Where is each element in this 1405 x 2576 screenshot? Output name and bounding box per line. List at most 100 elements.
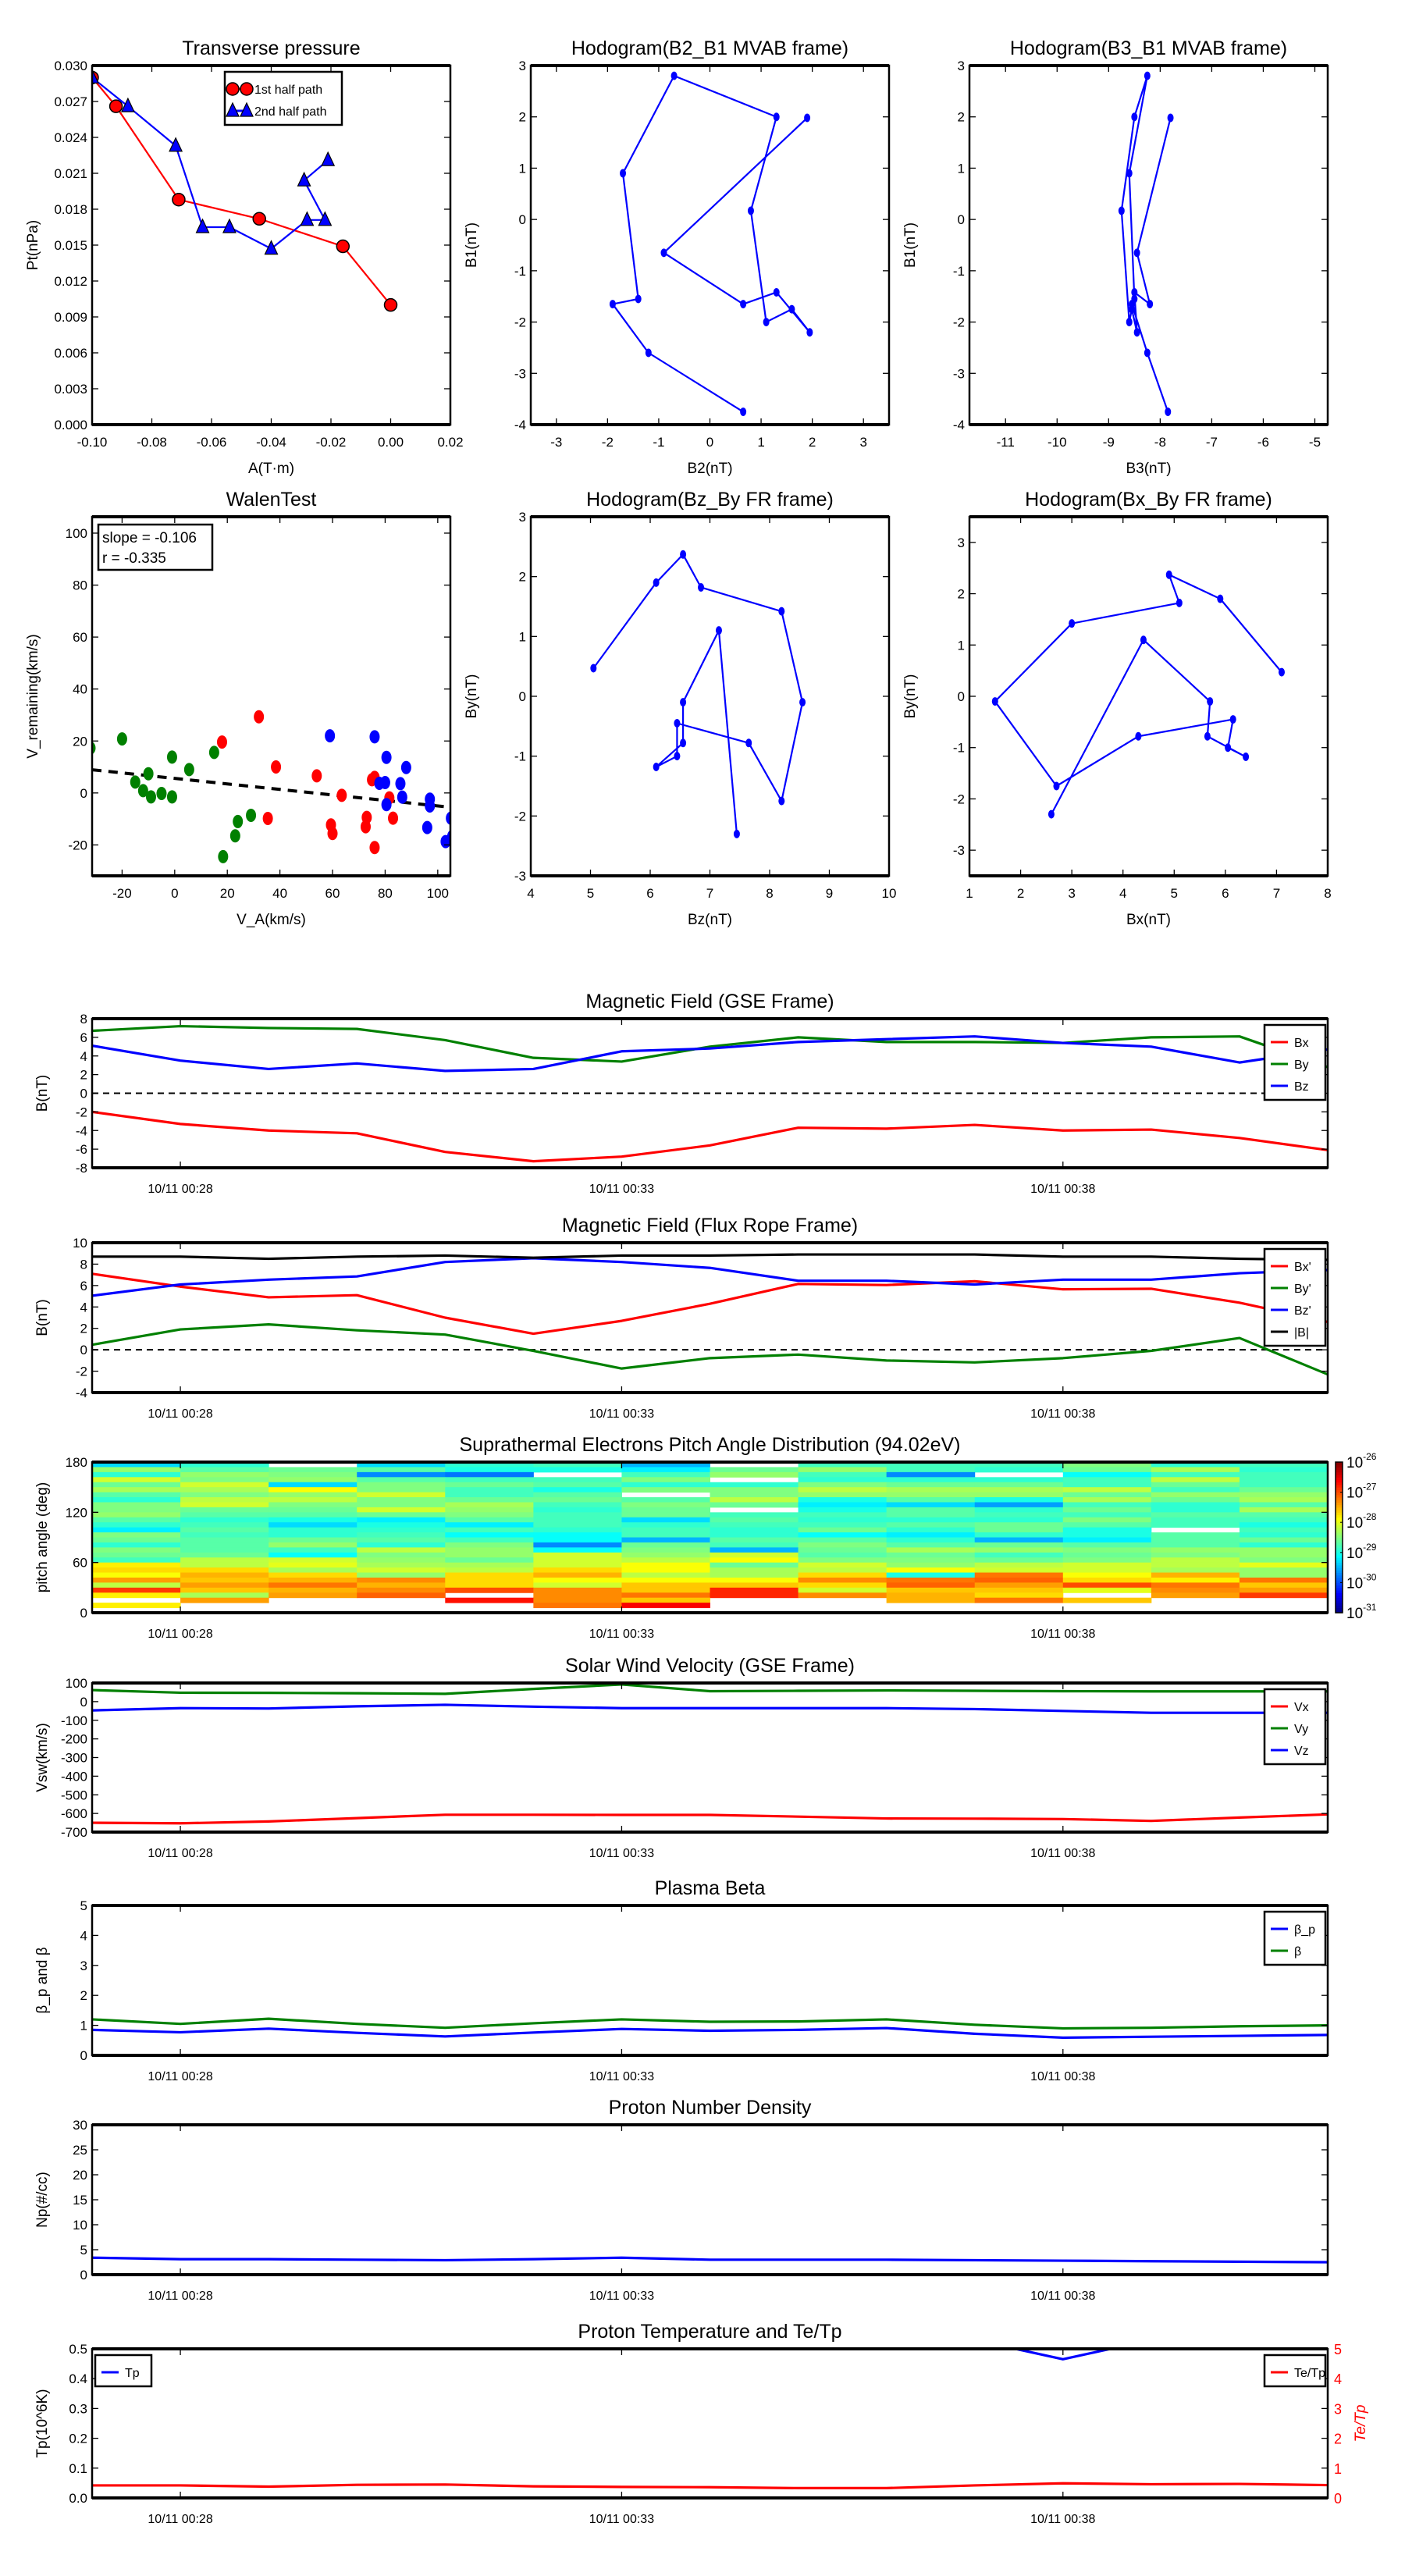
y-tick-label: 2 xyxy=(958,587,965,602)
legend-entry-bz: Bz' xyxy=(1271,1304,1311,1318)
x-tick-label: 6 xyxy=(1222,886,1229,901)
correlation-text: r = -0.335 xyxy=(102,550,166,567)
heatmap-cell xyxy=(1151,1482,1240,1488)
chart-title: WalenTest xyxy=(226,489,317,511)
heatmap-cell xyxy=(974,1522,1064,1528)
heatmap-cell xyxy=(1239,1562,1328,1568)
heatmap-cell xyxy=(533,1527,622,1533)
chart-suprathermal-electrons-pitch-angle-distribution-94-02ev: 10-26 10-27 10-28 10-29 10-30 10-31 10/11 00:2… xyxy=(34,1434,1377,1641)
y-tick-label: 3 xyxy=(958,59,965,73)
heatmap-cell xyxy=(357,1507,446,1513)
heatmap-cell xyxy=(886,1567,976,1574)
series-by-1 xyxy=(92,1024,1328,1069)
heatmap-cell xyxy=(269,1471,357,1478)
heatmap-cell xyxy=(621,1471,710,1478)
y-tick-label: 8 xyxy=(80,1012,87,1026)
x-tick-label: 10/11 00:38 xyxy=(1030,2070,1095,2083)
heatmap-cell xyxy=(180,1467,269,1473)
heatmap-cell xyxy=(357,1577,446,1583)
y-tick-label: 4 xyxy=(80,1928,87,1943)
triangle-marker xyxy=(240,101,254,117)
heatmap-cell xyxy=(1151,1522,1240,1528)
heatmap-cell xyxy=(1151,1562,1240,1568)
scatter-point xyxy=(446,830,450,843)
y-tick-label: 60 xyxy=(73,630,87,645)
heatmap-cell xyxy=(269,1482,357,1488)
heatmap-cell xyxy=(92,1562,181,1568)
heatmap-cell xyxy=(92,1572,181,1578)
heatmap-cell xyxy=(533,1512,622,1518)
heatmap-cell xyxy=(269,1477,357,1483)
heatmap-cell xyxy=(180,1517,269,1523)
legend-entry-1st-half-path: 1st half path xyxy=(226,82,322,97)
heatmap-cell xyxy=(445,1567,534,1574)
heatmap-cell xyxy=(445,1471,534,1478)
heatmap-cell xyxy=(357,1487,446,1493)
heatmap-cell xyxy=(1062,1477,1152,1483)
data-point xyxy=(1135,731,1142,741)
heatmap-cell xyxy=(269,1497,357,1503)
heatmap-cell xyxy=(92,1582,181,1589)
legend-label: Vz xyxy=(1294,1745,1309,1758)
heatmap-cell xyxy=(445,1482,534,1488)
heatmap-cell xyxy=(798,1507,887,1513)
chart-title: Hodogram(Bz_By FR frame) xyxy=(586,489,834,511)
heatmap-cell xyxy=(710,1542,799,1548)
heatmap-cell xyxy=(445,1542,534,1548)
heatmap-cell xyxy=(1062,1502,1152,1508)
legend-entry-b: |B| xyxy=(1271,1326,1309,1340)
y-tick-label: 20 xyxy=(73,734,87,749)
legend-label: Vy xyxy=(1294,1723,1308,1736)
data-point xyxy=(1129,300,1136,309)
heatmap-cell xyxy=(269,1562,357,1568)
legend: β_p β xyxy=(1263,1910,1327,1966)
heatmap-cell xyxy=(92,1547,181,1553)
y-axis-label: B1(nT) xyxy=(464,222,480,268)
legend-label: Bz xyxy=(1294,1080,1309,1094)
data-point xyxy=(609,300,616,309)
chart-title: Proton Number Density xyxy=(609,2097,812,2119)
heatmap-cell xyxy=(180,1482,269,1488)
data-point xyxy=(778,607,785,616)
heatmap-cell xyxy=(621,1532,710,1538)
heatmap-cell xyxy=(1239,1592,1328,1599)
legend-label: Bz' xyxy=(1294,1304,1311,1318)
legend-frame xyxy=(1263,2354,1327,2388)
x-tick-label: 10/11 00:33 xyxy=(589,1628,654,1641)
data-point xyxy=(799,698,806,707)
colorbar-frame xyxy=(1335,1461,1343,1614)
scatter-point xyxy=(208,745,219,760)
x-tick-label: -2 xyxy=(602,435,614,450)
legend-entry-2nd-half-path: 2nd half path xyxy=(226,101,327,119)
heatmap-cell xyxy=(710,1577,799,1583)
scatter-point xyxy=(425,799,436,813)
heatmap-cell xyxy=(357,1482,446,1488)
data-point xyxy=(804,113,811,123)
colorbar-segment xyxy=(1336,1577,1343,1581)
heatmap-cell xyxy=(1151,1577,1240,1583)
heatmap-cell xyxy=(92,1517,181,1523)
series-bz-2 xyxy=(92,1257,1328,1297)
x-tick-label: -9 xyxy=(1103,435,1115,450)
heatmap-cell xyxy=(180,1582,269,1589)
triangle-marker xyxy=(120,97,135,112)
heatmap-cell xyxy=(710,1471,799,1478)
heatmap-cell xyxy=(1151,1552,1240,1558)
colorbar-segment xyxy=(1336,1587,1343,1591)
heatmap-cell xyxy=(1151,1532,1240,1538)
heatmap-cell xyxy=(180,1537,269,1543)
legend-label: By xyxy=(1294,1059,1309,1072)
heatmap-cell xyxy=(621,1462,710,1468)
colorbar-segment xyxy=(1336,1522,1343,1525)
legend-label: Bx xyxy=(1294,1037,1309,1050)
y-tick-label: -700 xyxy=(61,1825,87,1840)
colorbar-segment xyxy=(1336,1574,1343,1578)
heatmap-cell xyxy=(92,1471,181,1478)
chart-title: Solar Wind Velocity (GSE Frame) xyxy=(565,1655,855,1677)
data-point xyxy=(1133,248,1140,258)
axes-frame xyxy=(91,1241,1329,1394)
y-tick-label: 1 xyxy=(958,638,965,653)
x-tick-label: -1 xyxy=(653,435,664,450)
heatmap-cell xyxy=(621,1527,710,1533)
scatter-point xyxy=(262,811,273,825)
